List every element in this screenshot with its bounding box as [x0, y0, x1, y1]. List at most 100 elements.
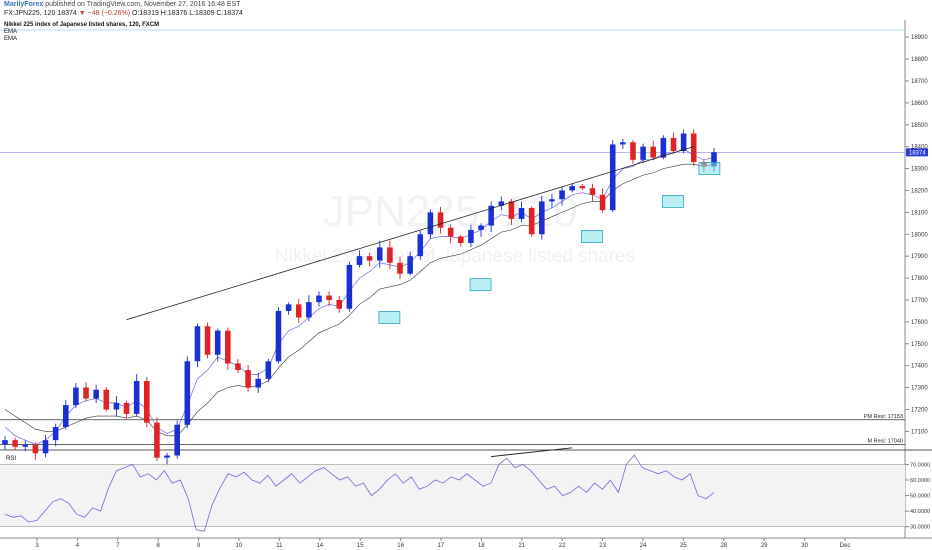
time-tick-label: 8 — [157, 543, 161, 549]
candle-body — [660, 137, 667, 158]
candle-body — [397, 262, 403, 274]
trendline-lower — [491, 447, 573, 458]
time-tick-label: 18 — [478, 543, 485, 549]
price-tick-label: 18800 — [911, 57, 928, 63]
ema-fast-line — [4, 148, 715, 445]
time-axis[interactable]: 3 4 7 8 9 10 11 14 15 16 17 18 21 22 23 24 25 28 29 30 Dec — [35, 538, 850, 549]
price-axis[interactable]: 17100 17200 17300 17400 17500 17600 17700 17800… — [0, 35, 928, 445]
price-tick-label: 18200 — [911, 188, 928, 194]
drawings — [126, 146, 721, 458]
candle-body — [62, 405, 69, 428]
rsi-tick-label: 30.0000 — [910, 525, 930, 531]
candle-body — [73, 387, 79, 406]
support-box — [662, 195, 684, 208]
candle-body — [123, 402, 130, 414]
price-tick-label: 18100 — [911, 210, 928, 216]
candle-body — [468, 229, 474, 244]
candle-body — [174, 424, 180, 456]
symbol-line: FX:JPN225, 120 — [4, 10, 56, 17]
candle-body — [52, 427, 59, 441]
candle-body — [306, 302, 312, 318]
candle-body — [275, 310, 282, 362]
candle-body — [518, 207, 525, 219]
candle-body — [2, 440, 8, 445]
price-tick-label: 17300 — [911, 386, 928, 392]
candle-body — [376, 247, 383, 261]
candle-body — [437, 212, 444, 228]
candle-body — [265, 361, 272, 379]
legend-title[interactable]: Nikkei 225 index of Japanese listed shar… — [4, 22, 160, 28]
ema-lines — [4, 148, 715, 445]
symbol-status-line: FX:JPN225, 120 18374 ▼ −48 (−0.26%) O:18… — [4, 10, 243, 17]
time-tick-label: 10 — [236, 543, 243, 549]
time-tick-label: 9 — [197, 543, 201, 549]
candle-body — [569, 186, 575, 191]
candle-body — [458, 236, 464, 244]
candle-body — [154, 422, 160, 458]
support-box — [581, 230, 603, 243]
time-tick-label: Dec — [840, 543, 851, 549]
rsi-line — [4, 454, 715, 532]
candle-body — [164, 455, 170, 458]
candle-body — [225, 330, 231, 364]
time-tick-label: 4 — [76, 543, 80, 549]
candle-body — [83, 387, 89, 399]
legend: Nikkei 225 index of Japanese listed shar… — [4, 22, 159, 43]
time-tick-label: 3 — [35, 543, 39, 549]
time-tick-label: 7 — [116, 543, 120, 549]
last-value: 18374 — [57, 10, 77, 17]
support-box — [378, 311, 401, 324]
time-tick-label: 28 — [720, 543, 727, 549]
candle-body — [144, 381, 150, 423]
candle-body — [609, 144, 616, 211]
price-tick-label: 18300 — [911, 167, 928, 173]
candle-body — [255, 378, 261, 388]
rsi-tick-label: 60.0000 — [910, 478, 930, 484]
resistance-label: M Resi: 17040 — [868, 439, 903, 445]
candle-body — [387, 247, 393, 263]
watermark-name: Nikkei 225 index of Japanese listed shar… — [275, 246, 635, 267]
price-tick-label: 18600 — [911, 101, 928, 107]
candle-body — [427, 212, 434, 235]
publisher-line: MarilyForex published on TradingView.com… — [4, 1, 240, 8]
candle-body — [285, 304, 292, 311]
candle-body — [336, 299, 343, 309]
candle-body — [103, 389, 110, 410]
price-tick-label: 18400 — [911, 145, 928, 151]
candle-body — [42, 440, 49, 454]
time-tick-label: 15 — [357, 543, 364, 549]
price-tick-label: 17500 — [911, 342, 928, 348]
price-tick-label: 18500 — [911, 123, 928, 129]
rsi-tick-label: 50.0000 — [910, 494, 930, 500]
price-tick-label: 17600 — [911, 320, 928, 326]
candle-body — [214, 330, 221, 355]
candle-body — [346, 264, 353, 309]
time-tick-label: 30 — [801, 543, 808, 549]
rsi-label: RSI — [6, 456, 16, 462]
legend-ema-2[interactable]: EMA — [4, 36, 18, 42]
author-name[interactable]: MarilyForex — [4, 1, 44, 8]
candle-body — [22, 444, 29, 447]
candle-body — [559, 190, 565, 200]
price-tick-label: 18000 — [911, 232, 928, 238]
price-tick-label: 17700 — [911, 298, 928, 304]
time-tick-label: 16 — [397, 543, 404, 549]
price-tick-label: 17400 — [911, 364, 928, 370]
candle-body — [640, 146, 646, 160]
ohlc-text: O:18319 H:18376 L:18309 C:18374 — [132, 10, 243, 17]
time-tick-label: 25 — [680, 543, 687, 549]
candle-body — [630, 142, 636, 160]
support-box — [698, 162, 721, 175]
published-text: published on TradingView.com, November 2… — [43, 1, 241, 8]
candle-body — [133, 381, 140, 414]
legend-ema-1[interactable]: EMA — [4, 29, 18, 35]
candle-body — [589, 188, 596, 195]
time-tick-label: 29 — [761, 543, 768, 549]
time-tick-label: 21 — [518, 543, 525, 549]
candle-body — [508, 201, 515, 219]
candle-body — [478, 225, 484, 230]
candle-body — [356, 256, 363, 265]
candle-body — [620, 142, 626, 145]
price-tick-label: 17100 — [911, 429, 928, 435]
